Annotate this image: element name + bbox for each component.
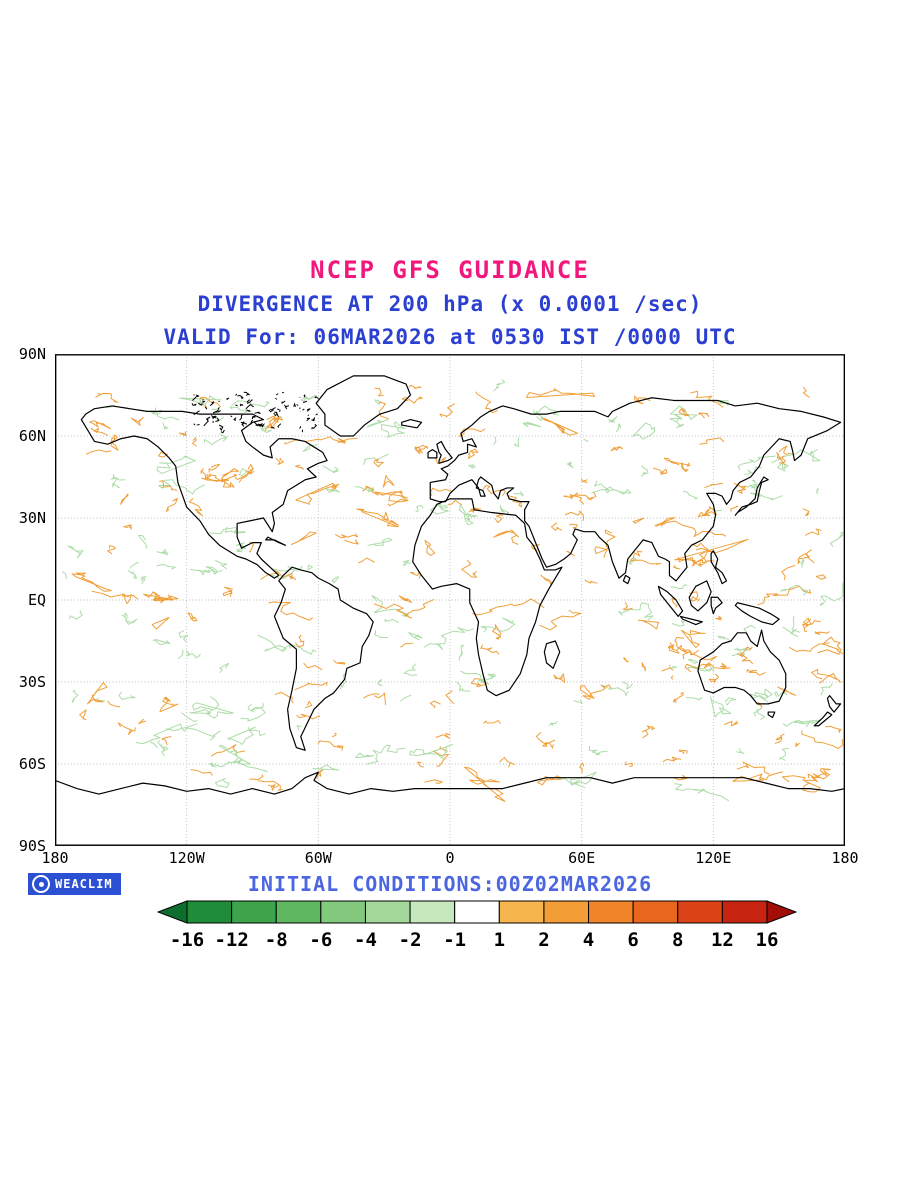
lat-tick: 90N <box>18 345 46 363</box>
svg-text:4: 4 <box>583 929 594 951</box>
lat-tick: 30S <box>18 673 46 692</box>
lat-tick: 60S <box>18 754 46 773</box>
svg-text:1: 1 <box>494 929 505 951</box>
svg-text:12: 12 <box>711 929 734 951</box>
lon-tick: 0 <box>445 849 455 867</box>
coastlines <box>55 376 845 845</box>
lat-tick: 90S <box>18 837 46 855</box>
world-map-panel <box>55 354 845 846</box>
svg-text:-6: -6 <box>309 929 332 951</box>
svg-text:6: 6 <box>627 929 638 951</box>
world-map <box>55 354 845 846</box>
initial-conditions-label: INITIAL CONDITIONS:00Z02MAR2026 <box>247 872 653 896</box>
lon-tick: 120W <box>168 849 205 867</box>
longitude-axis: 180 120W 60W 0 60E 120E 180 <box>41 849 858 867</box>
weaclim-badge: WEACLIM <box>28 873 121 895</box>
lon-tick: 60E <box>568 849 596 867</box>
svg-text:-16: -16 <box>170 929 204 951</box>
svg-text:-8: -8 <box>265 929 288 951</box>
svg-text:2: 2 <box>538 929 549 951</box>
chart-title: NCEP GFS GUIDANCE <box>310 256 590 284</box>
svg-text:8: 8 <box>672 929 683 951</box>
colorbar: -16 -12 -8 -6 -4 -2 -1 1 2 4 6 8 12 16 <box>157 900 797 951</box>
svg-text:-2: -2 <box>399 929 422 951</box>
chart-subtitle: DIVERGENCE AT 200 hPa (x 0.0001 /sec) <box>197 292 703 316</box>
weaclim-logo-icon <box>32 875 50 893</box>
lon-tick: 180 <box>41 849 69 867</box>
chart-valid-time: VALID For: 06MAR2026 at 0530 IST /0000 U… <box>163 325 737 349</box>
lat-tick: 30N <box>18 508 46 527</box>
svg-text:16: 16 <box>756 929 779 951</box>
lon-tick: 180 <box>831 849 859 867</box>
lon-tick: 120E <box>695 849 732 867</box>
lon-tick: 60W <box>304 849 332 867</box>
latitude-axis: 90N 60N 30N EQ 30S 60S 90S <box>0 345 50 855</box>
svg-text:-1: -1 <box>443 929 466 951</box>
lat-tick: 60N <box>18 427 46 446</box>
weaclim-label: WEACLIM <box>55 877 113 891</box>
lat-tick: EQ <box>27 591 46 609</box>
divergence-contours <box>63 379 843 801</box>
svg-text:-4: -4 <box>354 929 377 951</box>
grid-lines <box>55 354 845 846</box>
map-frame <box>56 355 845 845</box>
svg-text:-12: -12 <box>214 929 248 951</box>
